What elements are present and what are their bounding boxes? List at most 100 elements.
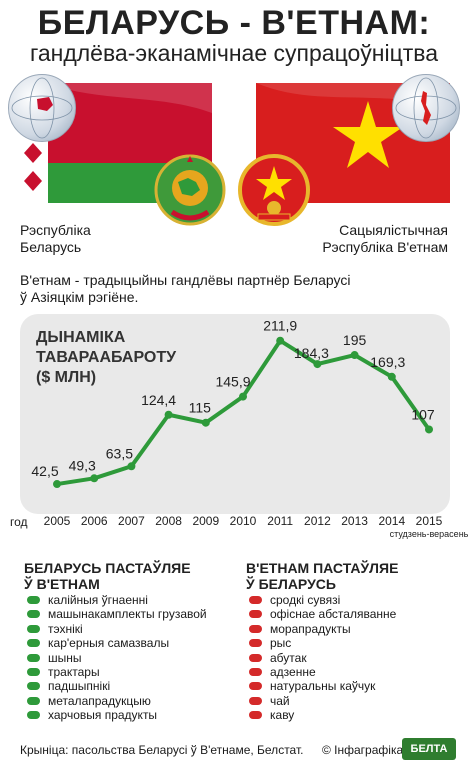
data-label: 42,5 [31,463,58,479]
data-point [313,360,322,369]
list-item-label: тэхнікі [48,621,83,636]
list-item: каву [246,708,396,722]
list-item: рыс [246,636,396,650]
belarus-globe-icon [8,74,76,142]
list-item-label: адзенне [270,664,316,679]
chart-title-line3: ($ МЛН) [36,369,97,386]
bullet-icon [27,639,40,648]
bullet-icon [249,596,262,604]
country-left-line2: Беларусь [20,239,82,255]
x-tick-label: 2012 [304,514,331,528]
data-label: 145,9 [215,374,250,390]
list-item: натуральны каўчук [246,679,396,693]
list-item-label: машынакамплекты грузавой [48,607,207,622]
vn-exports-heading: В'ЕТНАМ ПАСТАЎЛЯЕ Ў БЕЛАРУСЬ [246,560,398,592]
bullet-icon [249,610,262,619]
data-label: 169,3 [370,354,405,370]
country-right-line1: Сацыялістычная [339,222,448,238]
list-item-label: натуральны каўчук [270,679,376,694]
bullet-icon [249,624,262,633]
x-tick-note: студзень-верасень [390,529,468,539]
data-point [387,372,396,381]
page-subtitle: гандлёва-эканамічнае супрацоўніцтва [29,40,439,66]
list-item-label: кар'ерныя самазвалы [48,636,170,651]
belarus-emblem-icon [152,152,228,228]
copyright-note: © Інфаграфіка [322,743,404,757]
x-tick-label: 2009 [192,514,219,528]
x-tick-label: 2008 [155,514,182,528]
list-item: харчовыя прадукты [24,708,207,722]
list-item: сродкі сувязі [246,593,396,607]
chart-title-line2: ТАВАРААБАРОТУ [36,349,177,366]
list-item: офіснае абсталяванне [246,607,396,621]
list-item: шыны [24,651,207,665]
list-item-label: рыс [270,636,292,651]
data-point [53,480,61,489]
data-point [90,474,99,483]
by-exports-heading-line1: БЕЛАРУСЬ ПАСТАЎЛЯЕ [24,560,191,576]
data-label: 124,4 [141,392,176,408]
country-right-line2: Рэспубліка В'етнам [322,239,448,255]
list-item-label: падшыпнікі [48,679,111,694]
vn-exports-list: сродкі сувязі офіснае абсталяванне морапра… [246,593,396,723]
country-right: Сацыялістычная Рэспубліка В'етнам [322,222,448,256]
page-title: БЕЛАРУСЬ - В'ЕТНАМ: [37,4,431,42]
by-exports-heading: БЕЛАРУСЬ ПАСТАЎЛЯЕ Ў В'ЕТНАМ [24,560,191,592]
list-item: адзенне [246,665,396,679]
bullet-icon [249,653,262,662]
bullet-icon [27,610,40,619]
vietnam-globe-icon [392,74,460,142]
list-item: чай [246,694,396,708]
list-item: машынакамплекты грузавой [24,607,207,621]
data-point [425,425,433,434]
list-item: кар'ерныя самазвалы [24,636,207,650]
bullet-icon [249,711,262,720]
intro-text: В'етнам - традыцыйны гандлёвы партнёр Бе… [20,272,460,306]
bullet-icon [27,711,40,720]
bullet-icon [249,639,262,648]
data-point [350,351,359,360]
data-label: 107 [411,406,435,422]
by-exports-list: калійныя ўгнаенні машынакамплекты грузаво… [24,593,207,723]
data-label: 195 [343,332,367,348]
x-tick-label: 2010 [230,514,257,528]
list-item-label: офіснае абсталяванне [270,607,397,622]
intro-line2: ў Азіяцкім рэгіёне. [20,289,139,305]
list-item: тэхнікі [24,622,207,636]
bullet-icon [27,653,40,662]
list-item: калійныя ўгнаенні [24,593,207,607]
x-tick-label: 2005 [44,514,71,528]
belta-logo: БЕЛТА [402,738,456,760]
x-tick-label: 2006 [81,514,108,528]
list-item-label: чай [270,693,290,708]
data-label: 211,9 [263,318,297,334]
vn-exports-heading-line2: Ў БЕЛАРУСЬ [246,576,336,592]
list-item: абутак [246,651,396,665]
data-point [127,462,136,471]
list-item-label: абутак [270,650,307,665]
bullet-icon [27,596,40,604]
bullet-icon [27,682,40,691]
list-item: трактары [24,665,207,679]
chart-title-line1: ДЫНАМІКА [36,329,126,346]
x-tick-label: 2015 [416,514,443,528]
list-item-label: металапрадукцыю [48,693,151,708]
x-tick-label: 2013 [341,514,368,528]
list-item: падшыпнікі [24,679,207,693]
data-point [276,336,285,345]
list-item: металапрадукцыю [24,694,207,708]
x-tick-label: 2014 [378,514,405,528]
vietnam-emblem-icon [236,152,312,228]
intro-line1: В'етнам - традыцыйны гандлёвы партнёр Бе… [20,272,351,288]
bullet-icon [27,696,40,705]
bullet-icon [27,667,40,676]
x-tick-label: 2007 [118,514,145,528]
x-axis-title: год [10,515,28,529]
bullet-icon [27,624,40,633]
data-point [201,418,210,427]
country-left-line1: Рэспубліка [20,222,91,238]
data-label: 49,3 [69,457,96,473]
data-point [239,392,247,401]
list-item-label: сродкі сувязі [270,593,341,607]
